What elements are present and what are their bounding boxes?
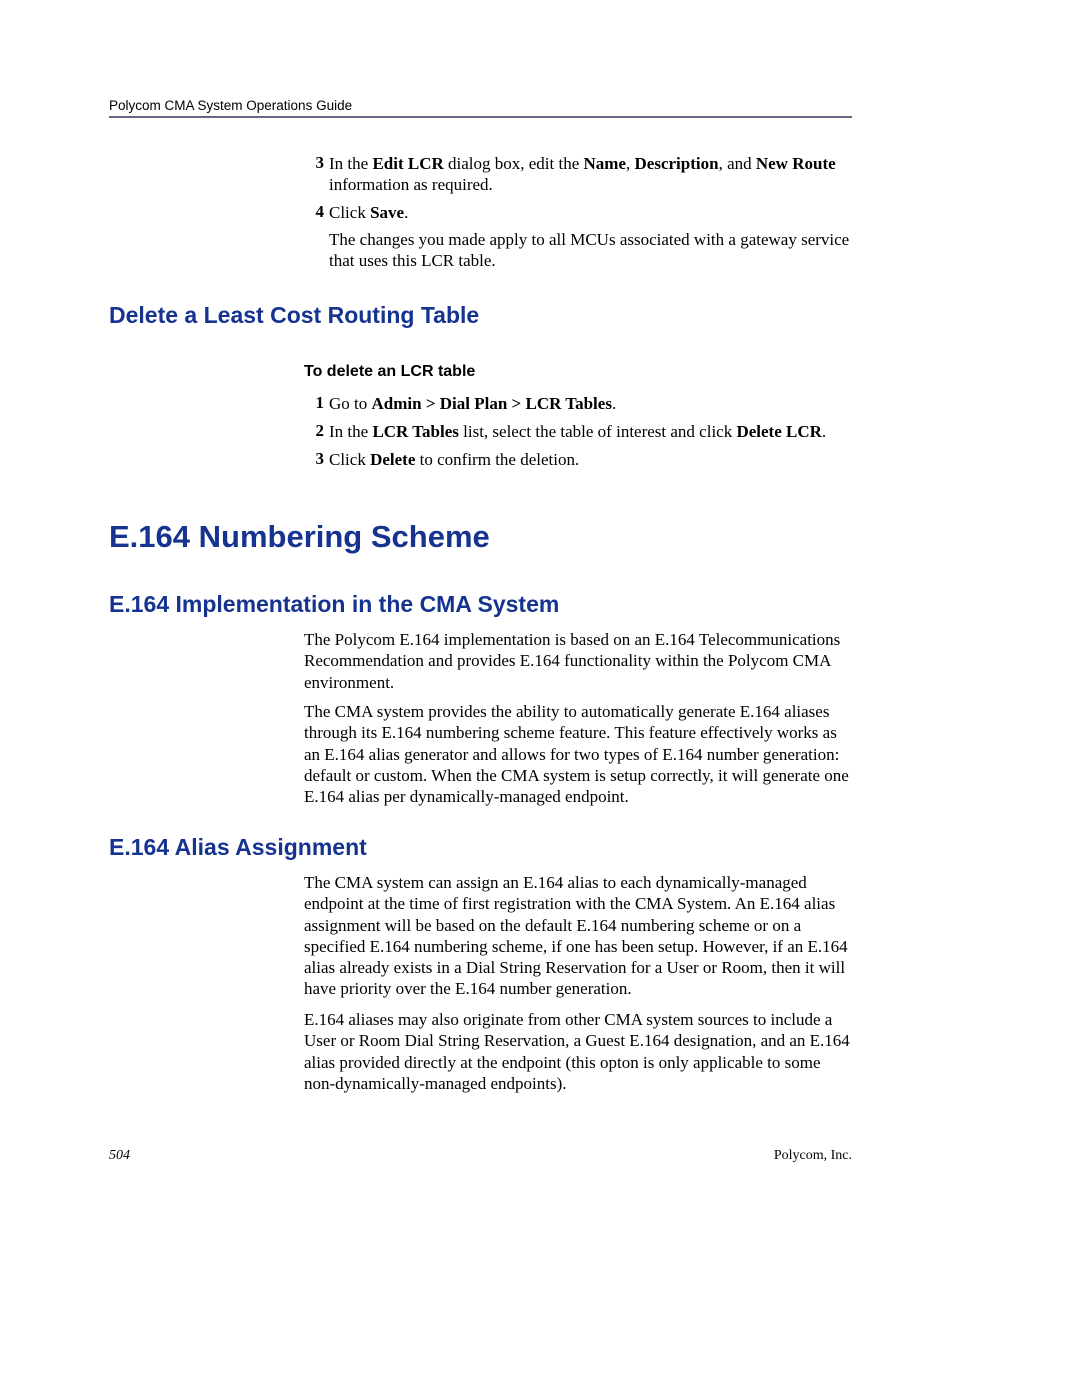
heading-delete-lcr: Delete a Least Cost Routing Table (109, 302, 479, 329)
step-text: In the LCR Tables list, select the table… (329, 421, 852, 442)
step-number: 3 (304, 153, 324, 173)
step-number: 2 (304, 421, 324, 441)
running-head: Polycom CMA System Operations Guide (109, 98, 352, 113)
body-paragraph: The CMA system provides the ability to a… (304, 701, 852, 807)
heading-e164: E.164 Numbering Scheme (109, 519, 490, 555)
step-text: Go to Admin > Dial Plan > LCR Tables. (329, 393, 852, 414)
step-number: 1 (304, 393, 324, 413)
procedure-label: To delete an LCR table (304, 363, 475, 381)
document-page: Polycom CMA System Operations Guide 3 In… (0, 0, 1080, 1397)
step-number: 3 (304, 449, 324, 469)
body-paragraph: E.164 aliases may also originate from ot… (304, 1009, 852, 1094)
heading-e164-alias: E.164 Alias Assignment (109, 834, 367, 861)
step-follow-text: The changes you made apply to all MCUs a… (329, 229, 852, 272)
step-text: In the Edit LCR dialog box, edit the Nam… (329, 153, 852, 196)
heading-e164-impl: E.164 Implementation in the CMA System (109, 591, 559, 618)
header-rule (109, 116, 852, 118)
step-text: Click Delete to confirm the deletion. (329, 449, 852, 470)
step-number: 4 (304, 202, 324, 222)
footer-company: Polycom, Inc. (774, 1148, 852, 1164)
step-text: Click Save. (329, 202, 852, 223)
body-paragraph: The Polycom E.164 implementation is base… (304, 629, 852, 693)
body-paragraph: The CMA system can assign an E.164 alias… (304, 872, 852, 1000)
page-number: 504 (109, 1148, 130, 1164)
